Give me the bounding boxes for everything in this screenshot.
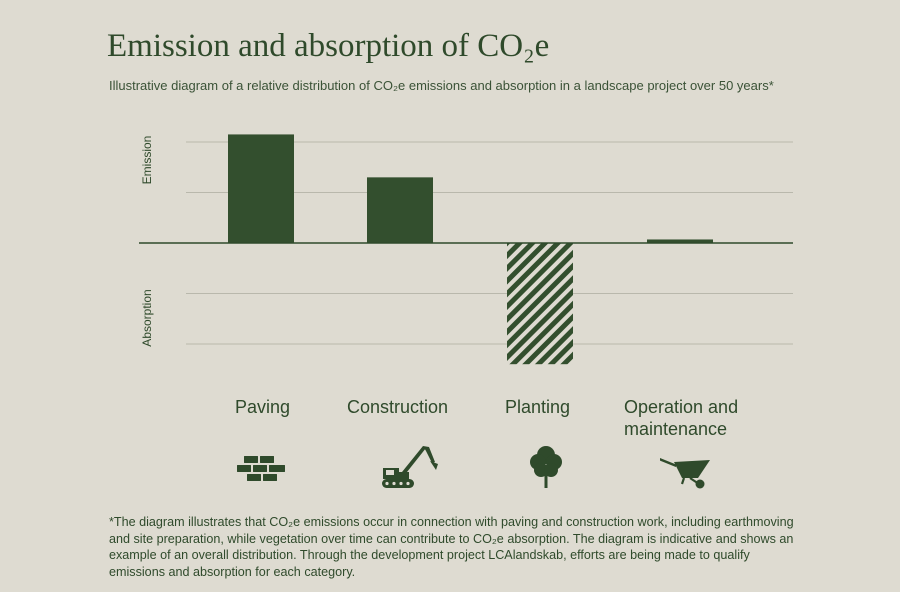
- bar-paving: [228, 134, 294, 243]
- category-label-paving: Paving: [235, 397, 291, 417]
- category-label-construction: Construction: [347, 397, 449, 417]
- wheelbarrow-icon: [660, 458, 710, 489]
- tree-icon: [530, 446, 562, 488]
- bricks-icon: [237, 456, 285, 481]
- bar-construction: [367, 177, 433, 243]
- y-label-absorption: Absorption: [140, 289, 154, 346]
- bar-planting: [507, 243, 573, 365]
- y-label-emission: Emission: [140, 136, 154, 185]
- chart-subtitle: Illustrative diagram of a relative distr…: [109, 78, 774, 93]
- category-label-planting: Planting: [505, 397, 571, 417]
- bar-operation-and-maintenance: [647, 239, 713, 243]
- excavator-icon: [382, 446, 438, 488]
- chart-title: Emission and absorption of CO₂e: [107, 28, 550, 64]
- footnote: *The diagram illustrates that CO₂e emiss…: [109, 515, 794, 579]
- category-label-operation: Operation and maintenance: [624, 397, 739, 439]
- bar-chart: Emission Absorption: [139, 134, 793, 365]
